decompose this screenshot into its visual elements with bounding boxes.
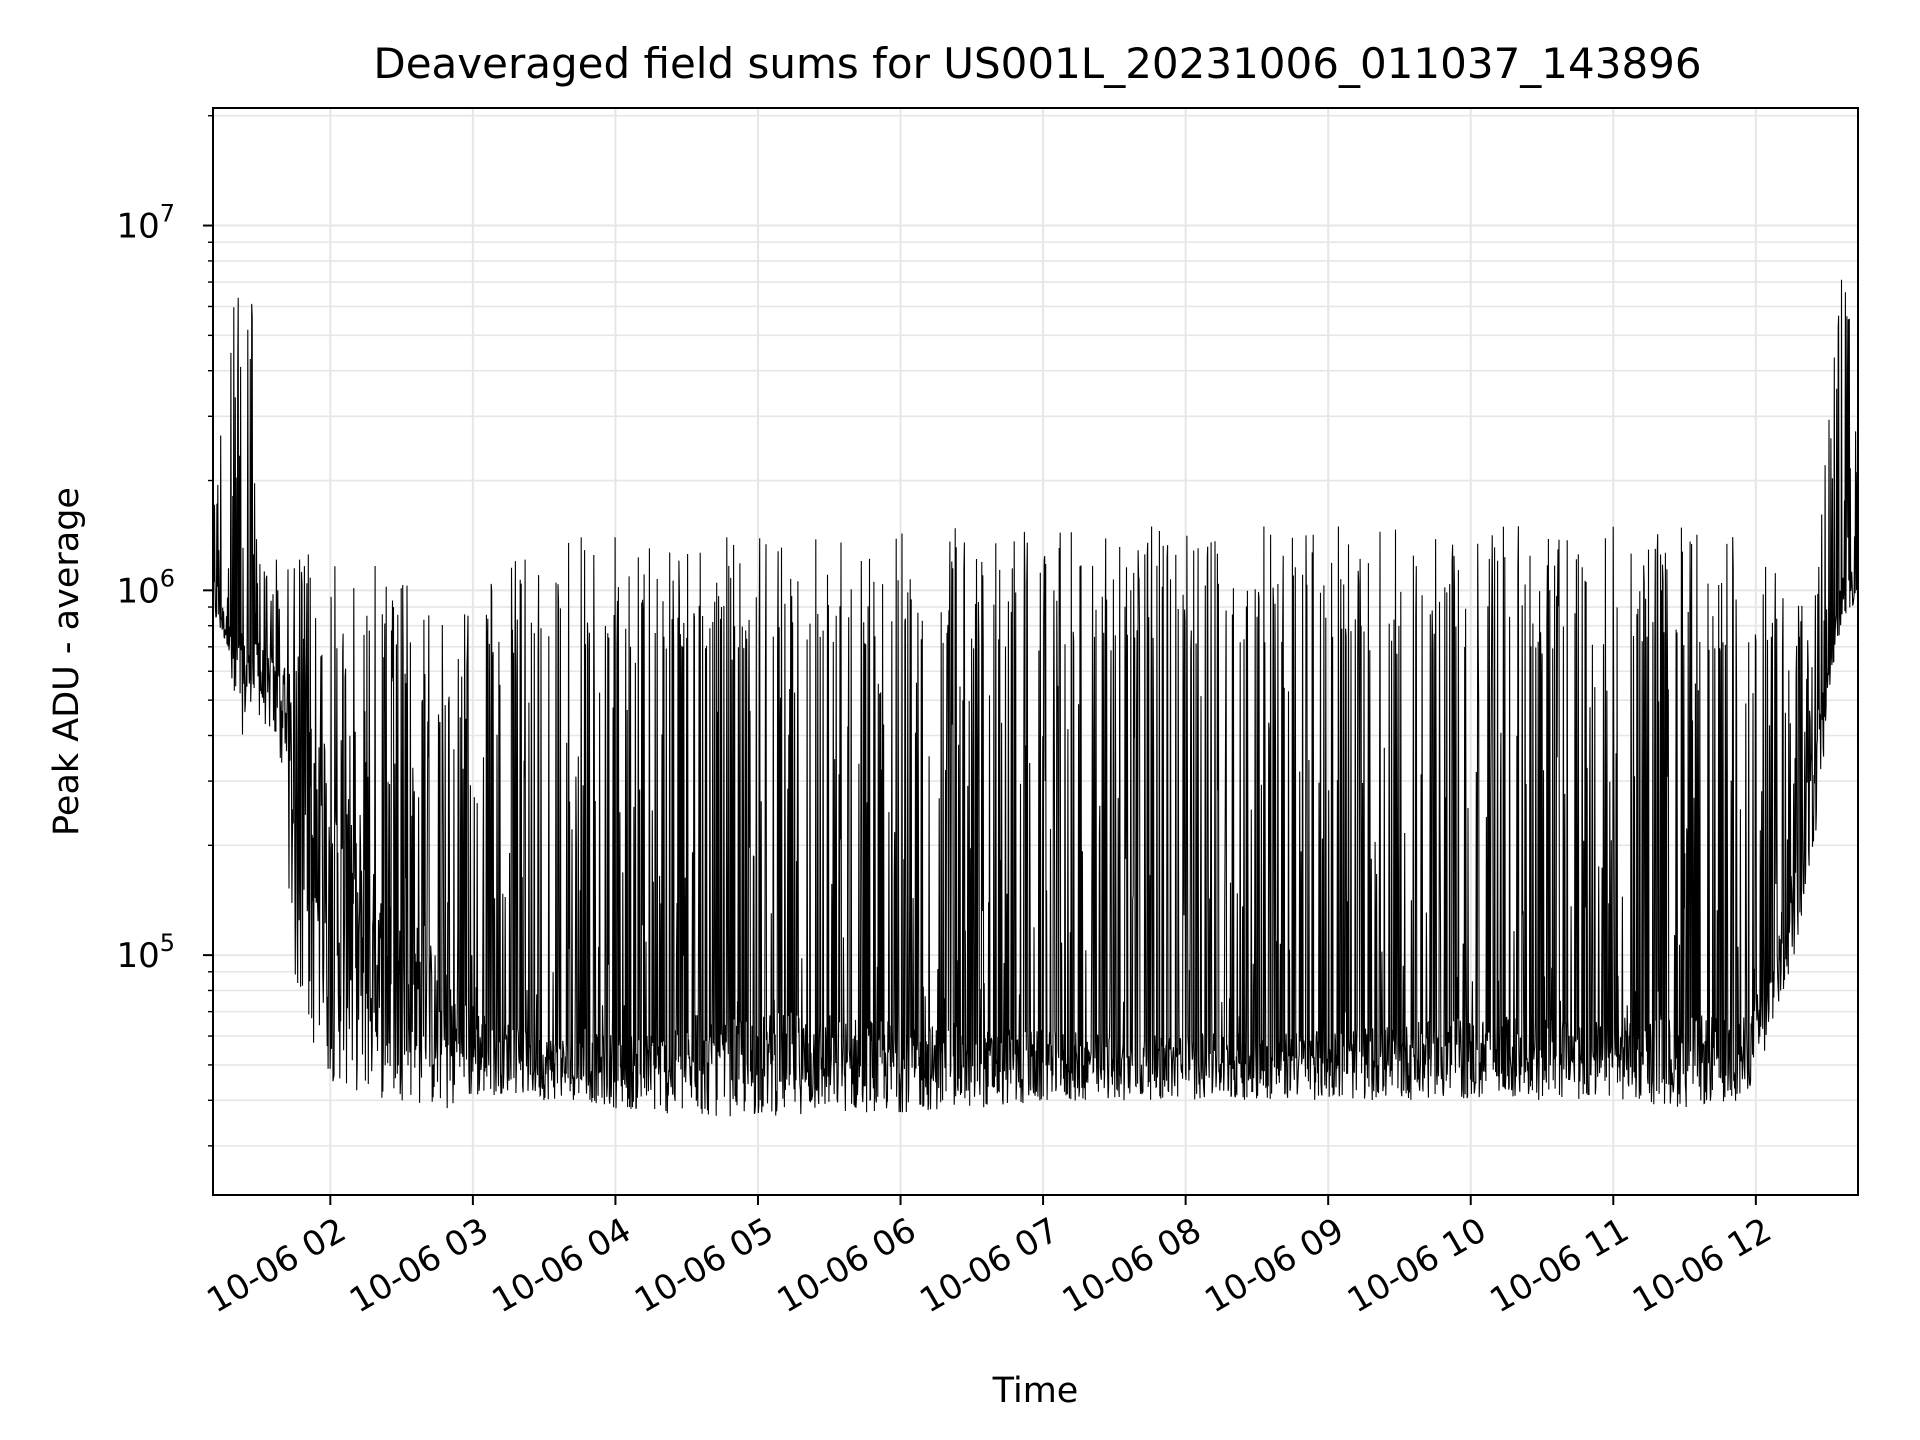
x-tick-label: 10-06 03	[343, 1210, 495, 1321]
chart-title: Deaveraged field sums for US001L_2023100…	[373, 39, 1701, 88]
x-tick-label: 10-06 11	[1483, 1210, 1635, 1321]
x-tick-label: 10-06 07	[913, 1210, 1065, 1321]
series-line	[212, 279, 1859, 1117]
x-tick-label: 10-06 05	[628, 1210, 780, 1321]
x-tick-label: 10-06 02	[200, 1210, 352, 1321]
x-tick-label: 10-06 06	[771, 1210, 923, 1321]
x-tick-label: 10-06 09	[1198, 1210, 1350, 1321]
x-axis-label: Time	[992, 1371, 1079, 1411]
y-tick-label: 105	[116, 929, 175, 976]
x-tick-label: 10-06 08	[1056, 1210, 1208, 1321]
x-tick-label: 10-06 12	[1626, 1210, 1778, 1321]
x-tick-label: 10-06 10	[1341, 1210, 1493, 1321]
axes-frame	[212, 107, 1859, 1196]
plot-area	[212, 279, 1859, 1117]
y-axis-label: Peak ADU - average	[47, 487, 87, 836]
y-tick-label: 106	[116, 564, 175, 611]
y-tick-label: 107	[116, 200, 175, 247]
x-tick-label: 10-06 04	[486, 1210, 638, 1321]
